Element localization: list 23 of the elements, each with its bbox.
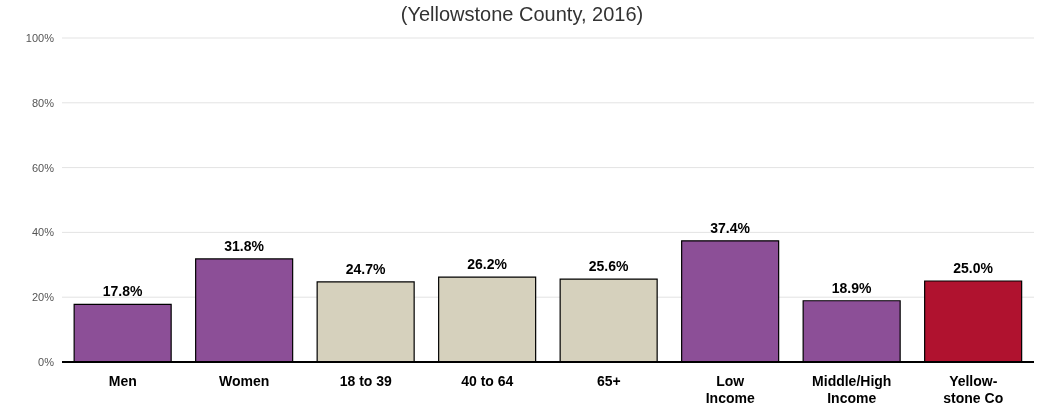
y-tick-label: 80% (31, 96, 55, 109)
x-tick-label: Low Income (705, 373, 755, 406)
x-tick-label: 65+ (596, 373, 621, 389)
y-tick-label: 0% (38, 355, 55, 368)
data-label: 25.0% (953, 260, 994, 276)
chart-subtitle: (Yellowstone County, 2016) (399, 2, 645, 27)
data-label: 17.8% (102, 283, 144, 300)
x-tick-label: 18 to 39 (339, 373, 393, 389)
data-label: 18.9% (831, 279, 873, 296)
data-label: 25.6% (588, 258, 630, 275)
y-tick-label: 20% (31, 291, 55, 304)
y-tick-label: 40% (31, 226, 55, 239)
x-tick-label: Men (108, 373, 137, 389)
x-tick-label: 40 to 64 (461, 373, 514, 389)
data-label: 37.4% (710, 219, 751, 236)
y-tick-label: 60% (31, 161, 55, 174)
data-label: 26.2% (467, 256, 508, 273)
data-label: 31.8% (224, 237, 265, 254)
x-tick-label: Yellow- stone Co (943, 373, 1004, 406)
x-tick-label: Women (219, 373, 270, 389)
data-label: 24.7% (345, 260, 387, 277)
x-tick-label: Middle/High Income (812, 373, 892, 406)
y-tick-label: 100% (25, 31, 55, 44)
